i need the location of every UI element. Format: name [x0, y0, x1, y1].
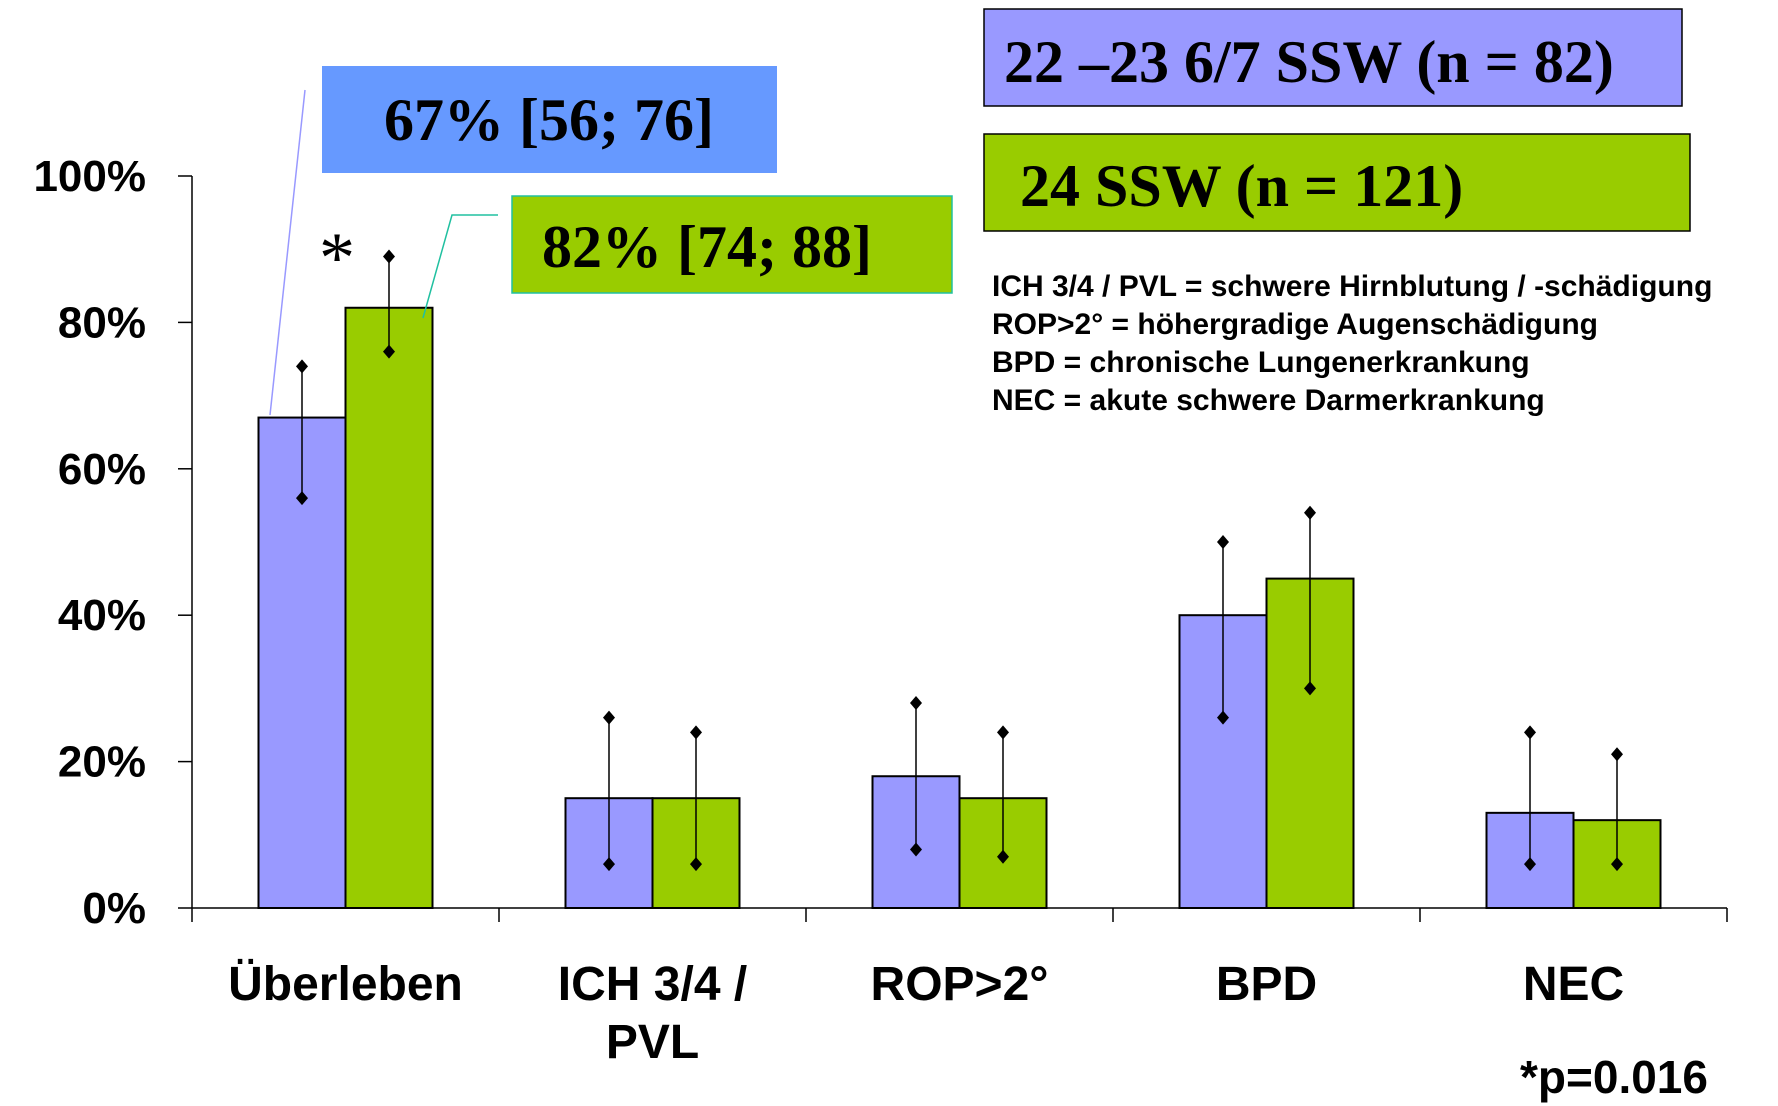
error-bar-marker — [1611, 857, 1623, 872]
bar-series-2 — [344, 306, 434, 909]
x-category-label: NEC — [1523, 958, 1624, 1011]
legend-box-series-2 — [983, 133, 1691, 232]
y-tick-label: 100% — [33, 152, 146, 201]
note-line-1: ICH 3/4 / PVL = schwere Hirnblutung / -s… — [992, 270, 1712, 303]
legend-label-series-2: 24 SSW (n = 121) — [1020, 153, 1463, 219]
x-category-label: BPD — [1216, 958, 1317, 1011]
x-category-label: ICH 3/4 / — [558, 958, 747, 1011]
p-value-label: *p=0.016 — [1520, 1051, 1708, 1103]
callout-1-label: 67% [56; 76] — [384, 87, 714, 153]
error-bar-marker — [296, 491, 308, 506]
axis-layer: 0% 20% 40% 60% 80% 100% Überleben ICH 3/4 /PVL R… — [33, 152, 1728, 1069]
error-bar-marker — [997, 725, 1009, 740]
y-tick-label: 80% — [58, 298, 146, 347]
error-bar-marker — [690, 725, 702, 740]
error-bar-marker — [603, 710, 615, 725]
error-bar-marker — [603, 857, 615, 872]
error-bar-marker — [296, 359, 308, 374]
callout-2-box — [511, 195, 953, 294]
note-line-4: NEC = akute schwere Darmerkrankung — [992, 384, 1545, 417]
legend-box-series-1 — [983, 8, 1683, 107]
callout-2-leader — [422, 214, 498, 319]
error-bar-marker — [1217, 710, 1229, 725]
error-bar-marker — [1611, 747, 1623, 762]
callout-1-leader — [269, 89, 306, 416]
x-category-label: Überleben — [228, 958, 463, 1011]
note-line-2: ROP>2° = höhergradige Augenschädigung — [992, 308, 1598, 341]
x-category-label: PVL — [606, 1016, 699, 1069]
y-tick-label: 60% — [58, 445, 146, 494]
error-bar-marker — [1524, 857, 1536, 872]
error-bar-marker — [1304, 681, 1316, 696]
y-tick-label: 0% — [82, 884, 146, 933]
x-category-label: ROP>2° — [871, 958, 1049, 1011]
note-line-3: BPD = chronische Lungenerkrankung — [992, 346, 1530, 379]
error-bar-marker — [690, 857, 702, 872]
error-bar-marker — [1304, 505, 1316, 520]
error-bar-marker — [383, 344, 395, 359]
bars-layer — [257, 249, 1662, 910]
error-bar-marker — [1524, 725, 1536, 740]
error-bar-marker — [997, 849, 1009, 864]
significance-star: * — [319, 218, 355, 298]
callout-2-label: 82% [74; 88] — [542, 214, 872, 280]
error-bar-marker — [383, 249, 395, 264]
legend-label-series-1: 22 –23 6/7 SSW (n = 82) — [1004, 29, 1614, 95]
error-bar-marker — [910, 696, 922, 711]
error-bar-marker — [1217, 535, 1229, 549]
error-bar-marker — [910, 842, 922, 857]
callout-1-box — [322, 66, 777, 173]
y-tick-label: 40% — [58, 591, 146, 640]
y-tick-label: 20% — [58, 738, 146, 787]
